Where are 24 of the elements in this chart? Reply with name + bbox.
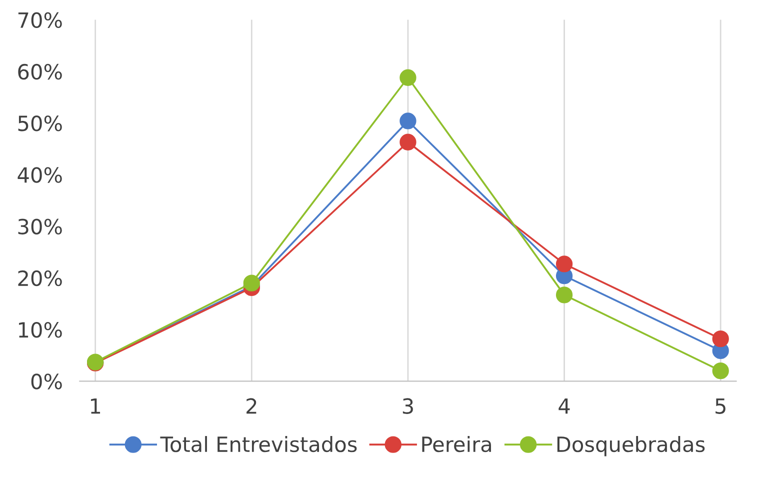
point [556, 256, 573, 272]
point [712, 330, 729, 348]
y-tick-label: 20% [18, 270, 62, 286]
point [400, 112, 416, 130]
legend-label: Total Entrevistados [160, 436, 357, 452]
y-tick-label: 60% [18, 64, 62, 80]
x-tick-label: 1 [90, 398, 100, 414]
y-tick-label: 0% [31, 374, 62, 390]
y-tick-label: 30% [18, 218, 62, 234]
point [400, 134, 416, 150]
x-tick-label: 4 [558, 398, 570, 414]
x-tick-label: 2 [246, 398, 256, 414]
legend-label: Pereira [422, 436, 491, 452]
point [400, 69, 416, 86]
point [556, 286, 573, 304]
y-tick-label: 10% [19, 322, 62, 338]
point [712, 362, 729, 380]
y-tick-label: 40% [18, 167, 62, 183]
x-tick-label: 3 [402, 398, 413, 414]
legend-label: Dosquebradas [557, 436, 705, 456]
point [243, 274, 260, 292]
x-tick-label: 5 [716, 398, 726, 414]
y-tick-label: 50% [18, 115, 62, 132]
y-tick-label: 70% [18, 12, 62, 28]
